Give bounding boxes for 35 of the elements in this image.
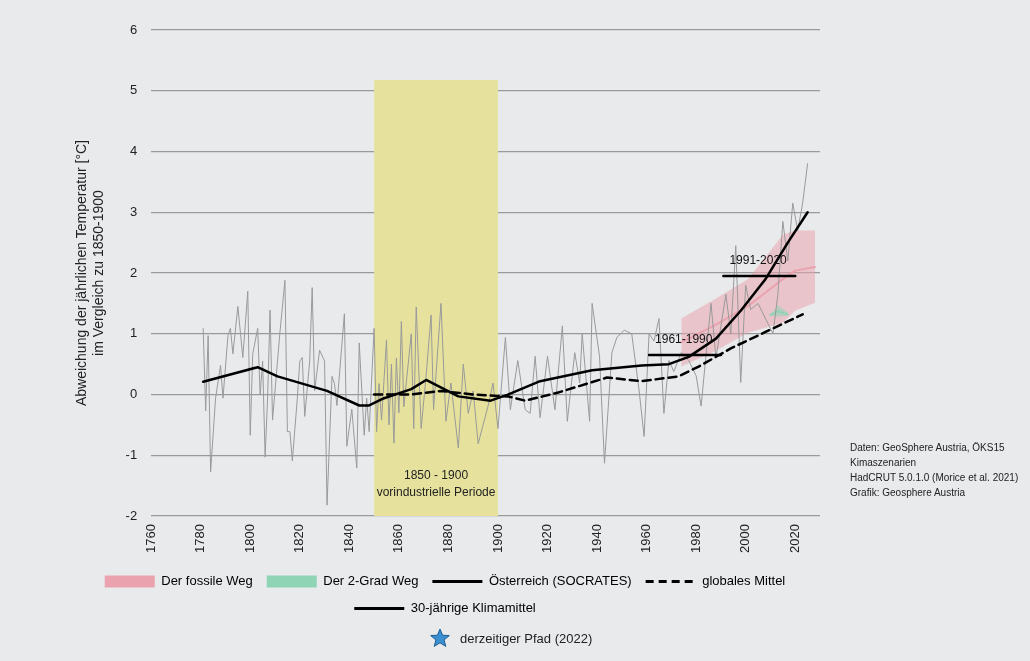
y-axis-title: Abweichung der jährlichen Temperatur [°C] im Vergleich zu 1850-1900 [73, 140, 107, 407]
legend-label: Österreich (SOCRATES) [488, 573, 632, 589]
x-tick-label: 1900 [489, 524, 505, 553]
x-tick-label: 1880 [440, 524, 455, 553]
y-tick-label: 6 [129, 21, 138, 37]
text: Grafik: Geosphere Austria [850, 486, 967, 500]
x-tick-label: 1760 [142, 524, 158, 553]
x-tick-label: 1800 [241, 524, 257, 553]
text: Daten: GeoSphere Austria, ÖKS15 Kimaszenarien [850, 441, 1006, 470]
legend-label: Der 2-Grad Weg [323, 573, 419, 589]
x-tick-label: 2020 [786, 524, 802, 553]
y-tick-label: -2 [125, 507, 138, 523]
y-tick-label: 3 [129, 203, 138, 219]
y-tick-label: 5 [129, 82, 138, 98]
x-tick-label: 1840 [340, 524, 356, 553]
y-tick-label: 2 [129, 264, 138, 280]
y-tick-label: -1 [125, 446, 138, 462]
x-tick-label: 1980 [687, 524, 703, 553]
x-tick-label: 2000 [737, 524, 753, 553]
x-tick-label: 1820 [291, 524, 307, 553]
x-tick-label: 1780 [192, 524, 208, 553]
annotation: 1961-1990 [655, 332, 713, 347]
y-tick-label: 0 [129, 386, 138, 402]
legend-label: Der fossile Weg [161, 573, 253, 589]
y-tick-label: 4 [129, 143, 138, 159]
text: derzeitiger Pfad (2022) [460, 630, 593, 646]
x-tick-label: 1960 [638, 524, 654, 553]
y-tick-label: 1 [129, 325, 138, 341]
band-label: 1850 - 1900 vorindustrielle Periode [376, 468, 496, 500]
x-tick-label: 1860 [390, 524, 406, 553]
legend-label: 30-jährige Klimamittel [410, 600, 536, 616]
x-tick-label: 1920 [539, 524, 555, 553]
x-tick-label: 1940 [588, 524, 604, 553]
text: HadCRUT 5.0.1.0 (Morice et al. 2021) [850, 471, 1020, 485]
legend-label: globales Mittel [702, 573, 786, 589]
